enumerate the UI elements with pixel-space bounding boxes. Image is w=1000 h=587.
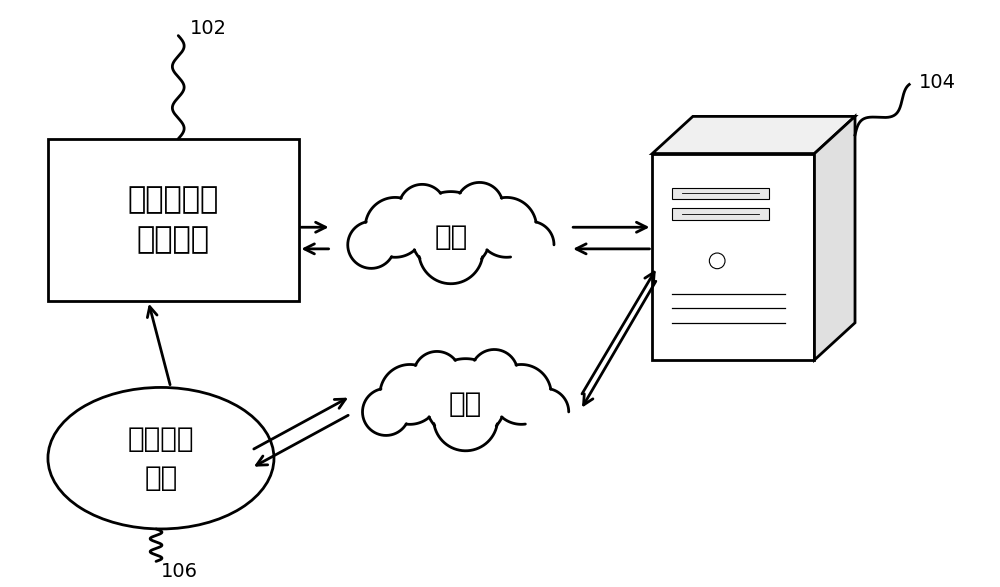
Circle shape bbox=[522, 389, 569, 436]
Text: 串口: 串口 bbox=[449, 390, 482, 418]
Circle shape bbox=[419, 220, 483, 284]
Circle shape bbox=[434, 387, 498, 451]
Text: 102: 102 bbox=[190, 19, 227, 38]
Polygon shape bbox=[672, 188, 769, 199]
Circle shape bbox=[456, 183, 503, 230]
Circle shape bbox=[491, 365, 551, 424]
Circle shape bbox=[425, 359, 506, 440]
Polygon shape bbox=[652, 154, 814, 360]
Text: 106: 106 bbox=[161, 562, 198, 581]
Polygon shape bbox=[652, 116, 855, 154]
Circle shape bbox=[413, 352, 460, 399]
Circle shape bbox=[380, 365, 440, 424]
Circle shape bbox=[410, 191, 491, 273]
Circle shape bbox=[399, 184, 446, 231]
Text: 104: 104 bbox=[919, 73, 956, 92]
Circle shape bbox=[477, 197, 537, 257]
Circle shape bbox=[507, 221, 554, 268]
Bar bbox=[48, 139, 299, 301]
Circle shape bbox=[709, 253, 725, 269]
Circle shape bbox=[348, 221, 395, 268]
Polygon shape bbox=[814, 116, 855, 360]
Text: 测试应用
程序: 测试应用 程序 bbox=[128, 424, 194, 492]
Circle shape bbox=[471, 349, 518, 397]
Circle shape bbox=[362, 389, 410, 436]
Polygon shape bbox=[672, 208, 769, 220]
Circle shape bbox=[365, 197, 425, 257]
Text: 待测电能表
操作系统: 待测电能表 操作系统 bbox=[128, 185, 219, 255]
Text: 串口: 串口 bbox=[434, 223, 467, 251]
Ellipse shape bbox=[48, 387, 274, 529]
